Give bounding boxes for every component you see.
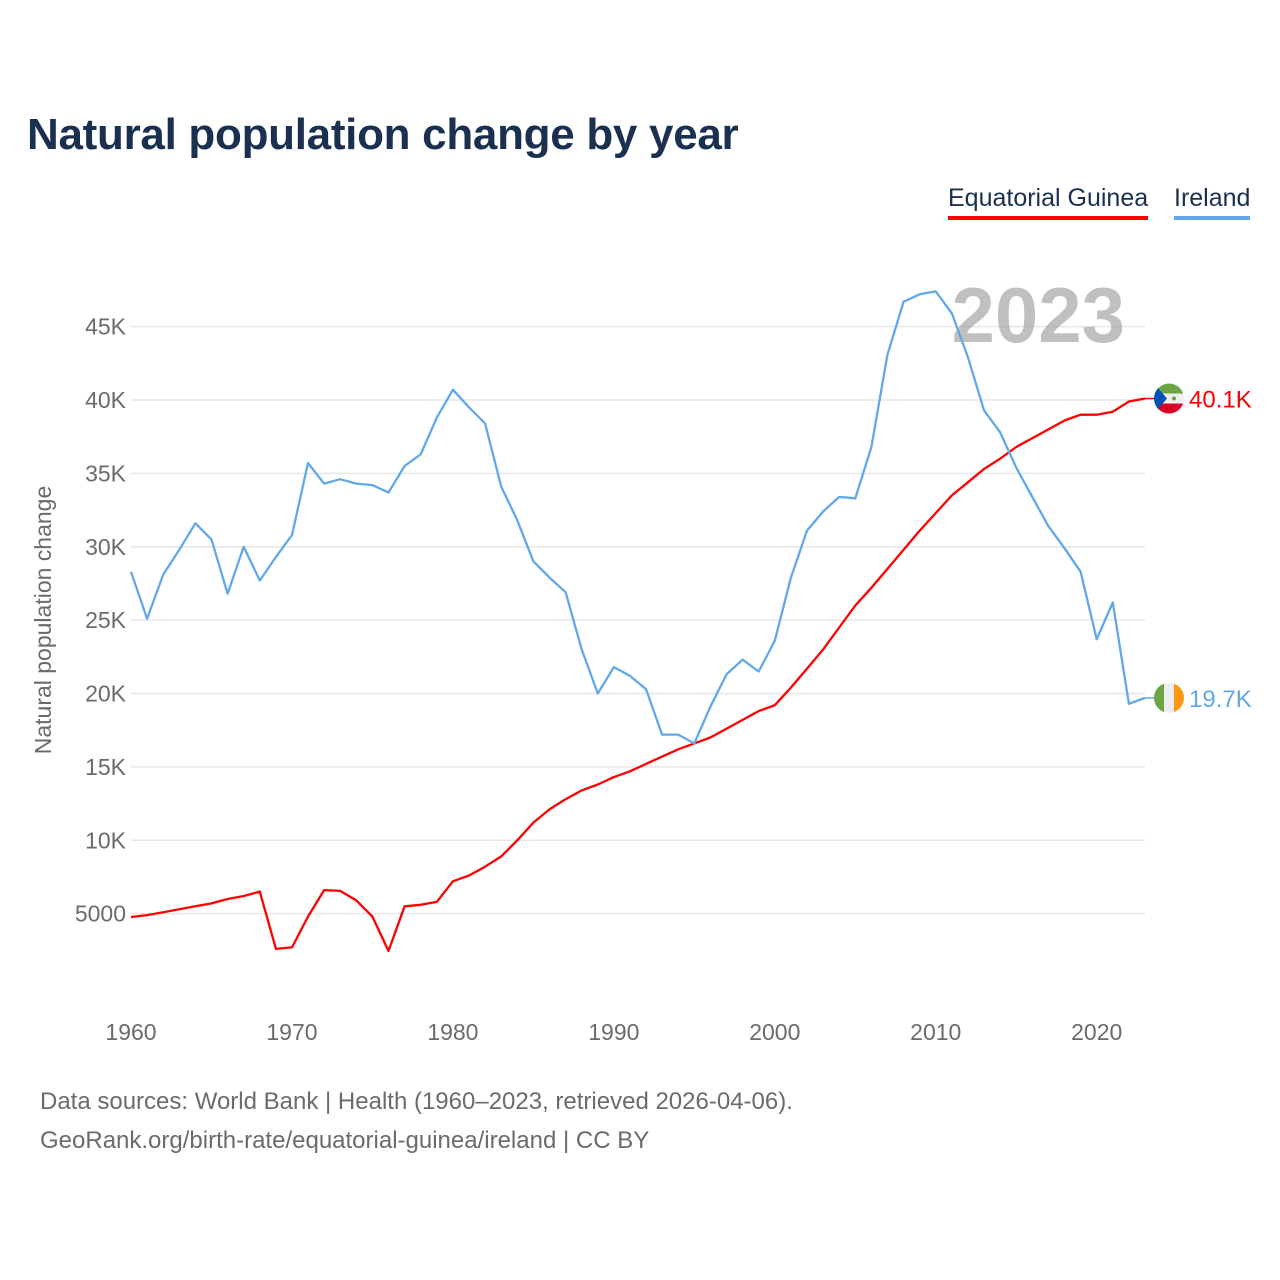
legend-item-equatorial-guinea[interactable]: Equatorial Guinea xyxy=(948,184,1149,220)
equatorial-guinea-end-value: 40.1K xyxy=(1189,387,1252,414)
flag-triangle xyxy=(1154,383,1167,414)
series-lines xyxy=(129,290,1146,953)
x-tick-label: 2010 xyxy=(910,1019,961,1045)
y-tick-label: 25K xyxy=(85,607,127,633)
chart-title: Natural population change by year xyxy=(27,110,739,159)
x-tick-label: 1970 xyxy=(266,1019,317,1045)
x-tick-label: 2000 xyxy=(749,1019,800,1045)
x-axis-ticks: 1960 1970 1980 1990 2000 2010 2020 xyxy=(105,1019,1122,1045)
flag-stripe xyxy=(1154,682,1164,713)
flag-stripe xyxy=(1154,403,1184,414)
y-tick-label: 40K xyxy=(85,387,127,413)
y-tick-label: 30K xyxy=(85,534,127,560)
legend-item-ireland[interactable]: Ireland xyxy=(1174,184,1251,220)
flag-stripe xyxy=(1174,682,1184,713)
flag-stripe xyxy=(1154,383,1184,394)
flag-emblem xyxy=(1172,396,1176,401)
series-end-labels: 40.1K 19.7K xyxy=(1145,383,1252,713)
y-tick-label: 20K xyxy=(85,681,127,707)
x-tick-label: 1960 xyxy=(105,1019,156,1045)
flag-stripes xyxy=(1154,682,1184,713)
y-axis-label: Natural population change xyxy=(30,486,56,755)
equatorial-guinea-flag-icon xyxy=(1154,383,1184,414)
flag-stripe xyxy=(1154,393,1184,404)
series-line-equatorial-guinea xyxy=(130,397,1146,953)
x-tick-label: 1980 xyxy=(427,1019,478,1045)
y-tick-label: 5000 xyxy=(75,901,126,927)
ireland-flag-icon xyxy=(1154,682,1184,713)
y-axis-ticks: 5000 10K 15K 20K 25K 30K 35K 40K 45K xyxy=(75,314,127,927)
year-display: 2023 xyxy=(951,271,1125,359)
x-tick-label: 2020 xyxy=(1071,1019,1122,1045)
y-tick-label: 10K xyxy=(85,827,127,853)
y-tick-label: 45K xyxy=(85,314,127,340)
flag-stripe xyxy=(1164,682,1174,713)
flag-stripes xyxy=(1154,383,1184,414)
gridlines xyxy=(131,325,1145,915)
y-tick-label: 15K xyxy=(85,754,127,780)
source-url-text[interactable]: GeoRank.org/birth-rate/equatorial-guinea… xyxy=(40,1127,650,1154)
data-source-text: Data sources: World Bank | Health (1960–… xyxy=(40,1088,793,1115)
series-line-ireland xyxy=(129,290,1146,745)
y-tick-label: 35K xyxy=(85,460,127,486)
ireland-end-value: 19.7K xyxy=(1189,686,1252,713)
x-tick-label: 1990 xyxy=(588,1019,639,1045)
